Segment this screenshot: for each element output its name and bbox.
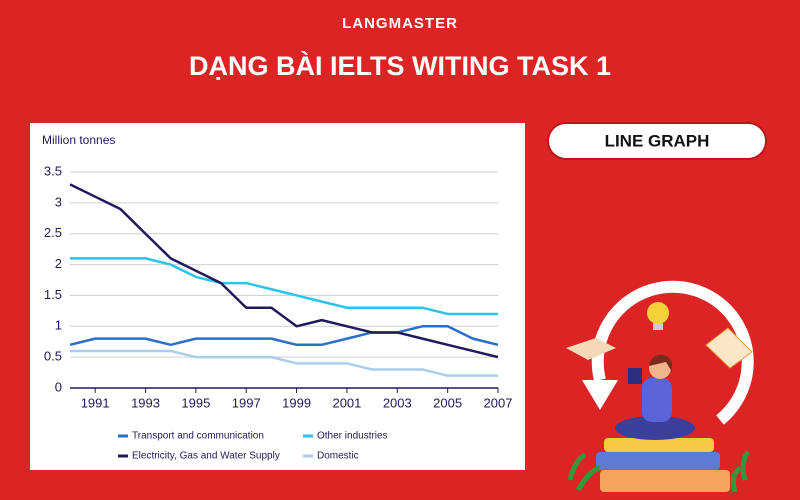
series-line: [70, 257, 498, 316]
book-top: [604, 438, 714, 452]
hair: [649, 354, 672, 372]
title: DẠNG BÀI IELTS WITING TASK 1: [189, 50, 611, 81]
y-tick-label: 1: [55, 318, 62, 333]
legend-label: Other industries: [317, 431, 388, 442]
y-tick-label: 3: [55, 194, 62, 209]
x-tick-label: 1993: [131, 395, 160, 410]
x-tick-label: 2005: [433, 395, 462, 410]
series-line: [69, 325, 499, 347]
y-tick-label: 2: [55, 256, 62, 271]
x-tick-label: 2007: [484, 395, 513, 410]
badge-text: LINE GRAPH: [605, 131, 710, 150]
badge-pill: [547, 122, 767, 160]
book-middle: [596, 452, 720, 470]
bulb-base: [653, 323, 663, 330]
body: [642, 378, 672, 422]
x-tick-label: 1995: [181, 395, 210, 410]
x-tick-label: 1999: [282, 395, 311, 410]
cycle-arrow: [591, 280, 754, 425]
y-tick-label: 1.5: [44, 287, 62, 302]
legs: [615, 416, 695, 440]
held-book: [628, 368, 642, 384]
series-line: [70, 349, 498, 377]
x-tick-label: 2003: [383, 395, 412, 410]
y-axis-label: Million tonnes: [42, 133, 115, 147]
legend-label: Transport and communication: [132, 431, 264, 442]
cap: [566, 338, 616, 360]
arrow-head: [582, 380, 618, 410]
y-tick-label: 0: [55, 379, 62, 394]
chart-panel: [30, 123, 525, 470]
leaves: [567, 450, 751, 493]
brand: LANGMASTER: [342, 15, 458, 32]
y-tick-label: 0.5: [44, 349, 62, 364]
chart: 0 0.5 1 1.5 2 2.5 3 3.5 1991 1993 1995 1997 1999 2001…: [44, 163, 513, 461]
legend-label: Electricity, Gas and Water Supply: [132, 451, 280, 462]
x-tick-label: 1991: [81, 395, 110, 410]
legend-label: Domestic: [317, 451, 359, 462]
illustration: [566, 280, 754, 493]
x-tick-label: 2001: [332, 395, 361, 410]
open-book: [705, 327, 753, 369]
bulb: [647, 302, 669, 324]
series-line: [69, 183, 499, 359]
x-tick-label: 1997: [232, 395, 261, 410]
book-bottom: [600, 470, 730, 492]
y-tick-label: 3.5: [44, 163, 62, 178]
y-tick-label: 2.5: [44, 225, 62, 240]
